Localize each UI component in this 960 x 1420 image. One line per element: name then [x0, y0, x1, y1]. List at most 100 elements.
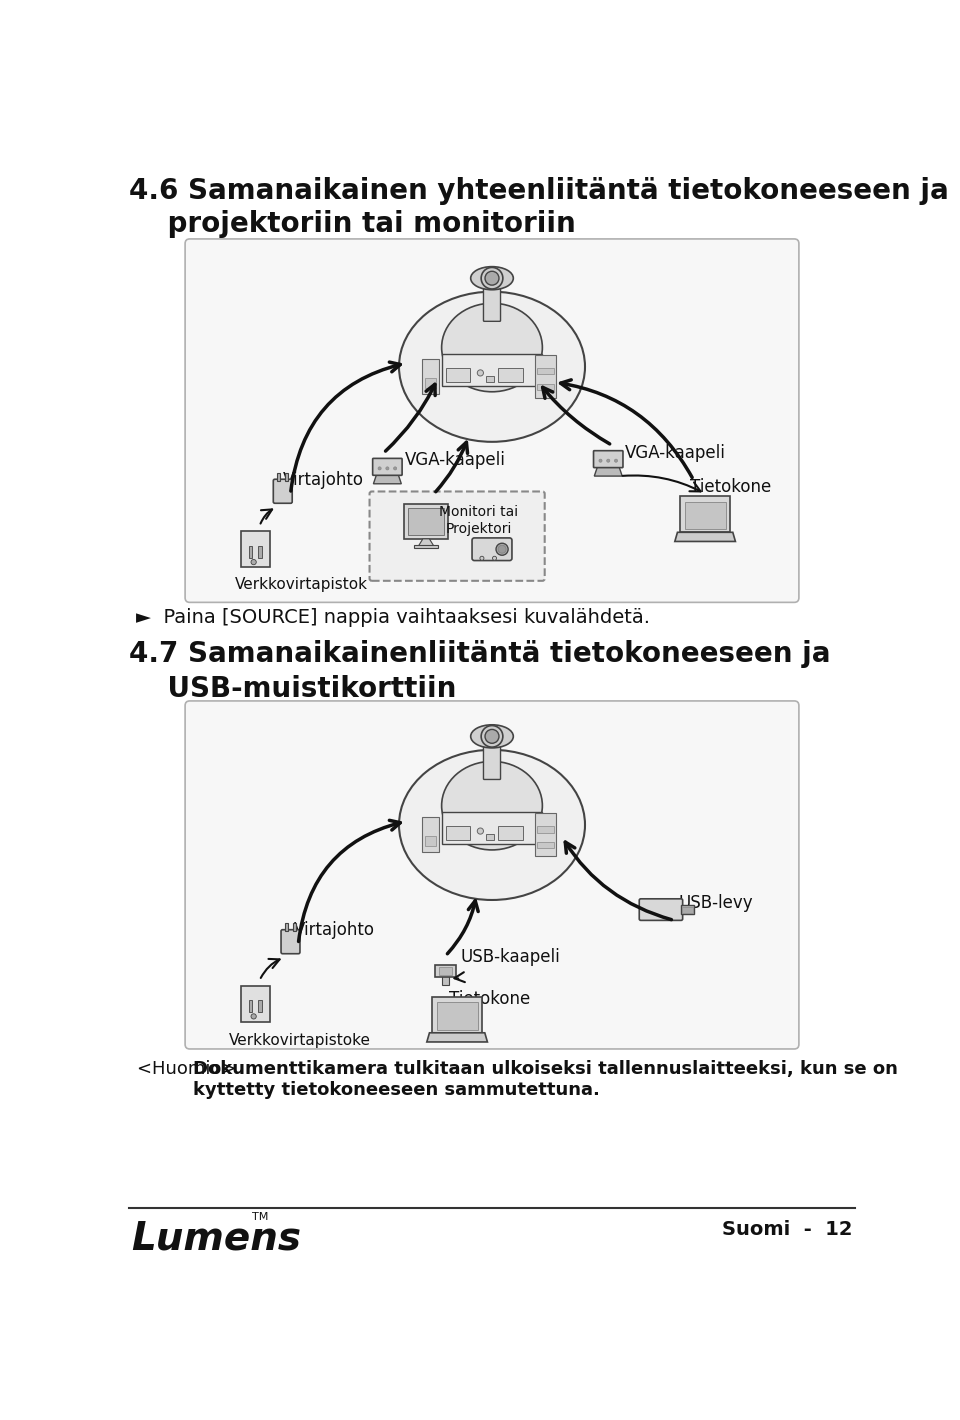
- Bar: [414, 545, 438, 548]
- Text: VGA-kaapeli: VGA-kaapeli: [404, 452, 505, 470]
- Bar: [241, 531, 270, 568]
- Bar: [408, 508, 444, 535]
- Text: Dokumenttikamera tulkitaan ulkoiseksi tallennuslaitteeksi, kun se on
kyttetty ti: Dokumenttikamera tulkitaan ulkoiseksi ta…: [193, 1059, 898, 1099]
- Bar: [682, 906, 693, 913]
- Bar: [437, 1003, 477, 1030]
- Text: Tietokone: Tietokone: [689, 479, 771, 497]
- Bar: [424, 836, 436, 846]
- Circle shape: [251, 559, 256, 565]
- Text: Virtajohto: Virtajohto: [283, 470, 364, 488]
- Bar: [498, 368, 523, 382]
- Polygon shape: [427, 1032, 488, 1042]
- Circle shape: [614, 459, 617, 463]
- Bar: [537, 383, 554, 391]
- Text: Virtajohto: Virtajohto: [295, 922, 375, 939]
- Text: projektoriin tai monitoriin: projektoriin tai monitoriin: [130, 210, 576, 239]
- Circle shape: [599, 459, 602, 463]
- Bar: [486, 376, 493, 382]
- Bar: [285, 473, 288, 481]
- Bar: [442, 812, 542, 843]
- FancyBboxPatch shape: [472, 538, 512, 561]
- Polygon shape: [675, 532, 735, 541]
- Ellipse shape: [399, 291, 585, 442]
- Bar: [442, 354, 542, 386]
- Polygon shape: [419, 538, 434, 545]
- Bar: [486, 834, 493, 841]
- Circle shape: [481, 726, 503, 747]
- Text: Tietokone: Tietokone: [449, 991, 531, 1008]
- Bar: [537, 368, 554, 375]
- Circle shape: [386, 467, 389, 470]
- FancyBboxPatch shape: [185, 701, 799, 1049]
- Text: Verkkovirtapistoke: Verkkovirtapistoke: [228, 1032, 371, 1048]
- Bar: [241, 985, 270, 1021]
- Text: VGA-kaapeli: VGA-kaapeli: [625, 443, 726, 462]
- FancyBboxPatch shape: [372, 459, 402, 476]
- Ellipse shape: [399, 750, 585, 900]
- FancyBboxPatch shape: [484, 736, 500, 780]
- Circle shape: [496, 544, 508, 555]
- Text: Monitori tai
Projektori: Monitori tai Projektori: [440, 506, 518, 535]
- Ellipse shape: [470, 724, 514, 748]
- Text: <Huomio>: <Huomio>: [137, 1059, 242, 1078]
- Bar: [258, 1000, 261, 1012]
- Bar: [249, 545, 252, 558]
- Circle shape: [492, 557, 496, 561]
- Bar: [498, 826, 523, 841]
- Bar: [537, 826, 554, 832]
- Bar: [432, 997, 482, 1032]
- Circle shape: [378, 467, 381, 470]
- Circle shape: [481, 267, 503, 290]
- Text: Verkkovirtapistok: Verkkovirtapistok: [234, 577, 368, 592]
- Bar: [680, 497, 731, 532]
- Bar: [445, 826, 470, 841]
- Ellipse shape: [442, 304, 542, 392]
- Circle shape: [498, 545, 506, 554]
- Bar: [285, 923, 288, 932]
- FancyBboxPatch shape: [593, 450, 623, 467]
- Bar: [439, 967, 452, 976]
- Bar: [684, 501, 726, 530]
- FancyBboxPatch shape: [370, 491, 544, 581]
- Bar: [435, 966, 456, 977]
- Circle shape: [607, 459, 610, 463]
- Text: 4.6 Samanaikainen yhteenliitäntä tietokoneeseen ja: 4.6 Samanaikainen yhteenliitäntä tietoko…: [130, 176, 949, 204]
- Ellipse shape: [470, 267, 514, 290]
- Text: 4.7 Samanaikainenliitäntä tietokoneeseen ja: 4.7 Samanaikainenliitäntä tietokoneeseen…: [130, 640, 830, 667]
- Bar: [535, 355, 557, 398]
- Text: ►  Paina [SOURCE] nappia vaihtaaksesi kuvalähdetä.: ► Paina [SOURCE] nappia vaihtaaksesi kuv…: [135, 608, 650, 626]
- Circle shape: [485, 730, 499, 743]
- Bar: [445, 368, 470, 382]
- Bar: [681, 905, 693, 914]
- Polygon shape: [373, 474, 401, 484]
- Circle shape: [485, 271, 499, 285]
- Text: TM: TM: [252, 1213, 268, 1223]
- Text: Lumens: Lumens: [131, 1220, 300, 1258]
- Bar: [424, 378, 436, 388]
- FancyBboxPatch shape: [185, 239, 799, 602]
- Circle shape: [251, 1014, 256, 1020]
- Bar: [404, 504, 447, 538]
- Ellipse shape: [442, 761, 542, 851]
- Text: Suomi  -  12: Suomi - 12: [722, 1220, 852, 1238]
- Text: USB-muistikorttiin: USB-muistikorttiin: [130, 674, 457, 703]
- Bar: [442, 976, 449, 985]
- Bar: [535, 814, 557, 856]
- FancyBboxPatch shape: [639, 899, 683, 920]
- Circle shape: [394, 467, 396, 470]
- Circle shape: [480, 557, 484, 561]
- Polygon shape: [594, 467, 622, 476]
- Circle shape: [477, 828, 484, 834]
- FancyBboxPatch shape: [274, 479, 292, 503]
- Bar: [537, 842, 554, 848]
- Text: USB-kaapeli: USB-kaapeli: [461, 949, 561, 966]
- Bar: [277, 473, 280, 481]
- Bar: [249, 1000, 252, 1012]
- FancyBboxPatch shape: [281, 930, 300, 954]
- Text: USB-levy: USB-levy: [678, 895, 753, 912]
- Bar: [293, 923, 296, 932]
- Bar: [422, 359, 440, 393]
- Bar: [422, 816, 440, 852]
- Bar: [258, 545, 261, 558]
- Circle shape: [477, 369, 484, 376]
